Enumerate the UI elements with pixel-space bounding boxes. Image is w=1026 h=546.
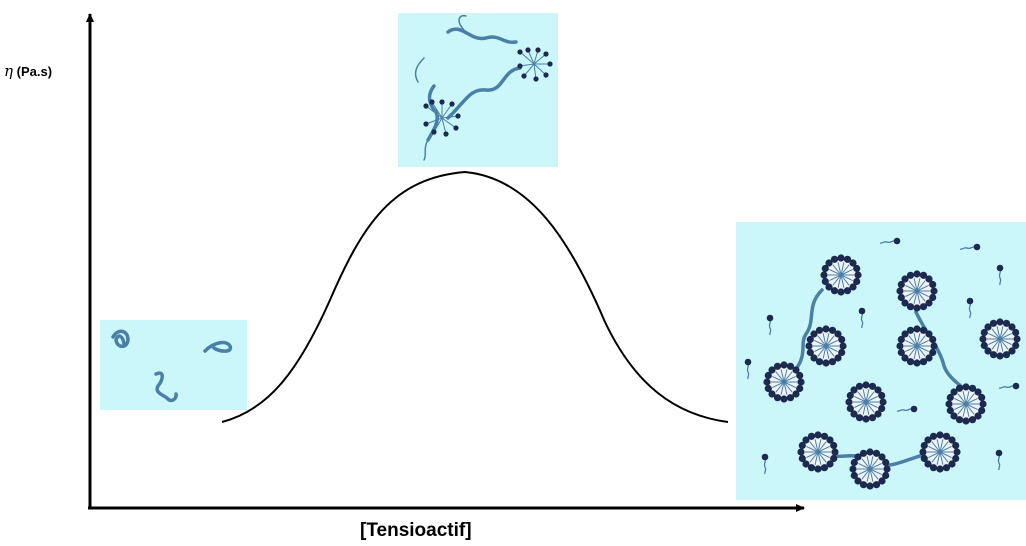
surfactant-molecule — [996, 264, 1004, 286]
polymer-chain — [111, 329, 233, 403]
surfactant-molecule — [995, 449, 1003, 471]
surfactant-molecule — [744, 358, 752, 380]
viscosity-curve — [221, 170, 729, 423]
micelle — [423, 99, 461, 137]
micelle — [896, 325, 938, 367]
x-axis-label: [Tensioactif] — [360, 520, 472, 541]
y-axis-label: η (Pa.s) — [4, 62, 52, 80]
surfactant-molecule — [959, 243, 981, 251]
panel-peak — [398, 13, 558, 167]
micelle — [979, 318, 1021, 360]
micelle — [517, 47, 553, 82]
surfactant-molecule — [966, 297, 974, 319]
micelle — [945, 383, 987, 425]
y-axis-unit: (Pa.s) — [16, 64, 53, 79]
micelle — [820, 254, 862, 296]
micelle — [805, 325, 847, 367]
surfactant-molecule — [766, 314, 774, 336]
surfactant-molecule — [896, 405, 918, 413]
surfactant-molecule — [879, 237, 901, 245]
micelle — [797, 431, 839, 473]
micelle — [849, 448, 891, 490]
micelle — [763, 361, 805, 403]
surfactant-molecule — [858, 307, 866, 329]
panel-low-concentration — [100, 320, 247, 410]
surfactant-molecule — [998, 382, 1020, 390]
surfactant-molecule — [761, 453, 769, 475]
micelle — [896, 270, 938, 312]
micelle — [919, 431, 961, 473]
panel-high-concentration — [736, 222, 1026, 500]
micelle — [845, 381, 887, 423]
eta-symbol: η — [4, 62, 13, 80]
